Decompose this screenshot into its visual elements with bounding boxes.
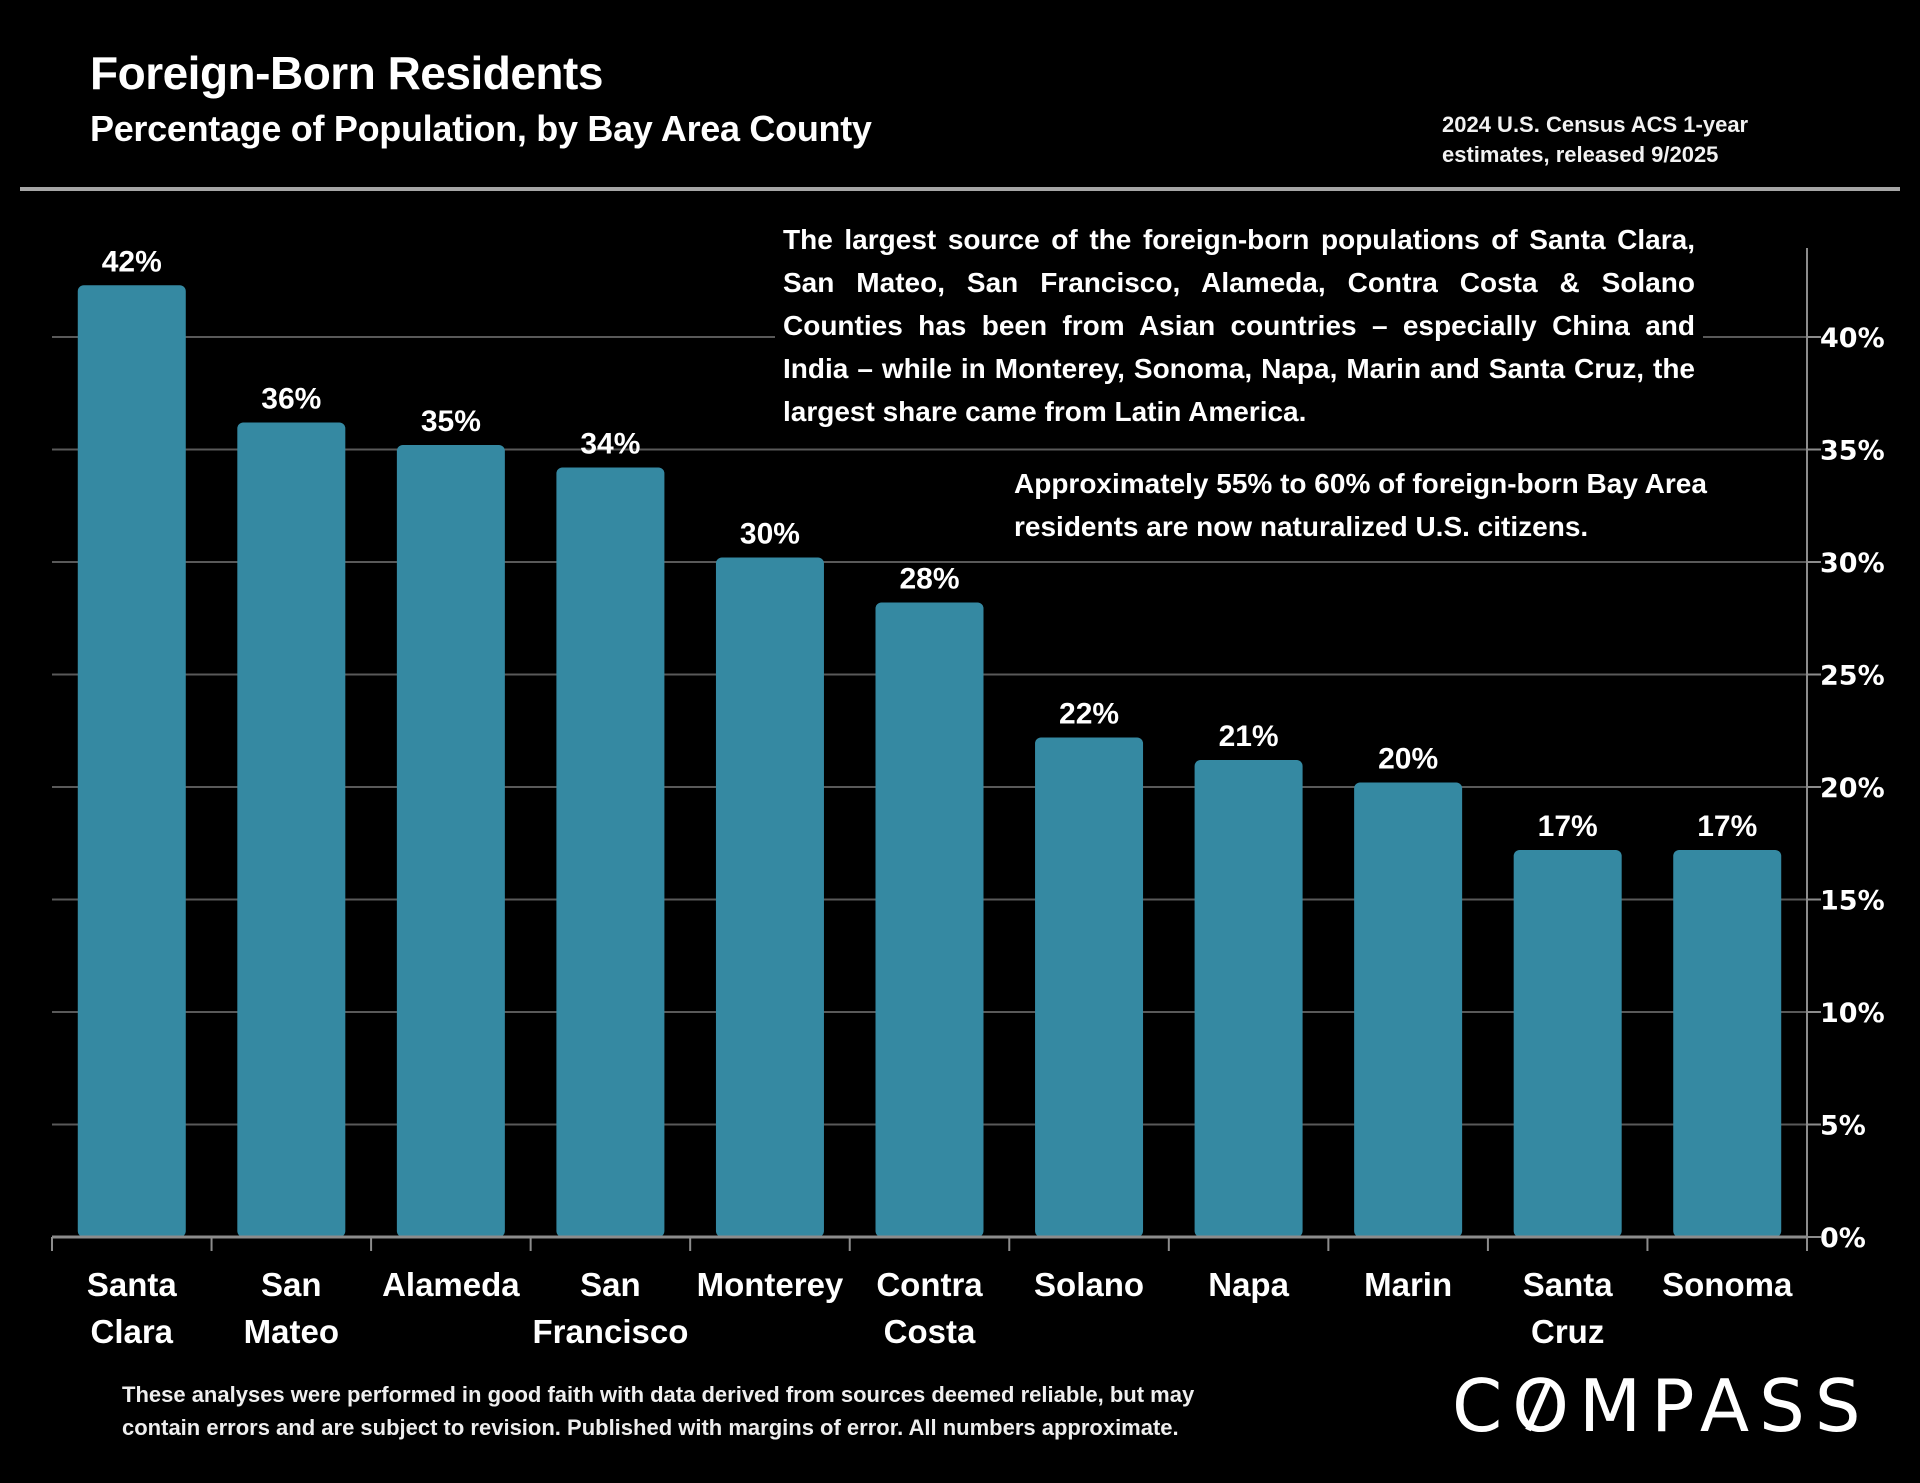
data-source-note: 2024 U.S. Census ACS 1-year estimates, r… — [1442, 110, 1748, 170]
axes — [51, 248, 1821, 1251]
chart-title: Foreign-Born Residents — [90, 47, 603, 99]
y-tick-label: 30% — [1820, 548, 1885, 579]
data-label: 42% — [102, 245, 162, 278]
y-tick-label: 20% — [1820, 773, 1885, 804]
x-tick-label: Mateo — [244, 1313, 339, 1350]
x-tick-label: Santa — [1523, 1266, 1614, 1303]
source-line-1: 2024 U.S. Census ACS 1-year — [1442, 112, 1749, 137]
data-label: 30% — [740, 518, 800, 551]
bar — [396, 445, 505, 1237]
y-tick-labels: 0% 5% 10% 15% 20% 25% 30% 35% 40% — [1820, 323, 1885, 1254]
bar — [1035, 737, 1144, 1237]
x-tick-label: Napa — [1208, 1266, 1289, 1303]
bar — [1673, 850, 1782, 1237]
x-tick-label: Santa — [87, 1266, 178, 1303]
bar — [556, 467, 665, 1237]
slash-icon — [1525, 1382, 1552, 1432]
x-tick-label: Solano — [1034, 1266, 1144, 1303]
data-label: 34% — [580, 428, 640, 461]
bar — [1354, 782, 1463, 1237]
disclaimer-line-2: contain errors and are subject to revisi… — [122, 1415, 1179, 1440]
x-tick-label: Cruz — [1531, 1313, 1604, 1350]
x-tick-label: San — [580, 1266, 641, 1303]
x-tick-label: Contra — [876, 1266, 983, 1303]
data-label: 22% — [1059, 698, 1119, 731]
y-tick-label: 40% — [1820, 323, 1885, 354]
y-tick-label: 5% — [1820, 1111, 1866, 1142]
header-divider — [20, 187, 1900, 191]
data-label: 17% — [1697, 810, 1757, 843]
data-label: 36% — [261, 383, 321, 416]
disclaimer: These analyses were performed in good fa… — [122, 1378, 1194, 1444]
bar — [875, 602, 984, 1237]
bar — [77, 285, 186, 1237]
x-tick-label: San — [261, 1266, 322, 1303]
bar — [715, 557, 824, 1237]
logo-text-post: MPASS — [1578, 1364, 1871, 1448]
data-label: 20% — [1378, 743, 1438, 776]
y-tick-label: 35% — [1820, 436, 1885, 467]
x-tick-labels: Santa Clara San Mateo Alameda San FranciscoMon… — [87, 1266, 1793, 1350]
bar — [1194, 760, 1303, 1237]
annotation-origin-note: The largest source of the foreign-born p… — [775, 218, 1703, 443]
data-labels: 42% 36% 35% 34% 30% 28% 22% 21% 20% 17% 17% — [102, 245, 1758, 843]
compass-logo: CO MPASS — [1452, 1364, 1871, 1448]
x-tick-label: Sonoma — [1662, 1266, 1793, 1303]
data-label: 17% — [1538, 810, 1598, 843]
x-tick-label: Alameda — [382, 1266, 520, 1303]
bars — [77, 285, 1782, 1237]
data-label: 21% — [1219, 720, 1279, 753]
bar — [237, 422, 346, 1237]
x-tick-label: Monterey — [697, 1266, 844, 1303]
annotation-citizenship-note: Approximately 55% to 60% of foreign-born… — [1006, 462, 1752, 548]
x-tick-label: Clara — [90, 1313, 173, 1350]
logo-text-pre: C — [1452, 1364, 1513, 1448]
data-label: 28% — [899, 563, 959, 596]
source-line-2: estimates, released 9/2025 — [1442, 142, 1719, 167]
bar — [1513, 850, 1622, 1237]
x-tick-label: Costa — [884, 1313, 976, 1350]
disclaimer-line-1: These analyses were performed in good fa… — [122, 1382, 1195, 1407]
y-tick-label: 25% — [1820, 661, 1885, 692]
logo-o-slash-icon: O — [1512, 1364, 1579, 1448]
y-tick-label: 10% — [1820, 998, 1885, 1029]
y-tick-label: 15% — [1820, 886, 1885, 917]
y-tick-label: 0% — [1820, 1223, 1866, 1254]
chart-subtitle: Percentage of Population, by Bay Area Co… — [90, 108, 872, 149]
x-tick-label: Marin — [1364, 1266, 1452, 1303]
x-tick-label: Francisco — [532, 1313, 688, 1350]
data-label: 35% — [421, 405, 481, 438]
